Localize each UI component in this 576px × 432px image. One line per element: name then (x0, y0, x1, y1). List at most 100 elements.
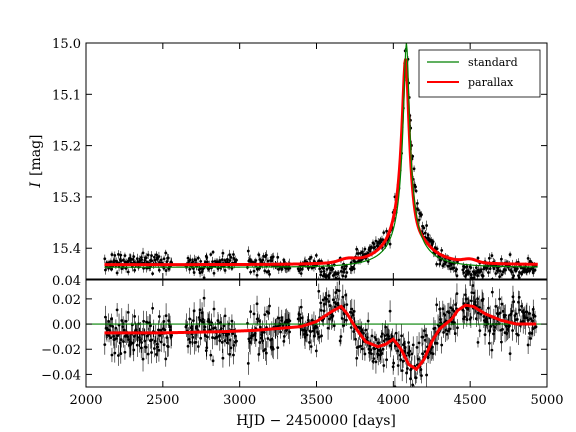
residual-point (141, 357, 145, 361)
residual-point (476, 297, 479, 301)
residual-point (385, 358, 388, 362)
residual-point (487, 341, 491, 345)
magnitude-point (317, 259, 321, 263)
magnitude-point (319, 273, 323, 277)
residual-point (117, 354, 120, 357)
magnitude-point (199, 259, 203, 263)
residual-point (299, 305, 303, 309)
residual-point (447, 311, 451, 315)
magnitude-point (117, 252, 120, 256)
residual-point (305, 333, 309, 337)
residual-point (505, 324, 508, 328)
residual-point (381, 347, 385, 351)
residual-y-tick-label: 0.02 (52, 293, 81, 308)
magnitude-point (487, 271, 490, 274)
residual-point (164, 357, 168, 361)
residual-point (445, 332, 449, 336)
magnitude-point (416, 208, 420, 212)
residual-point (376, 353, 380, 357)
residual-point (331, 314, 335, 318)
residual-point (140, 341, 143, 344)
residual-point (400, 369, 404, 373)
residual-point (321, 298, 325, 302)
residual-point (501, 327, 504, 331)
residuals-x-axis: 2000 2500 3000 3500 4000 4500 5000 (69, 280, 564, 408)
residual-point (228, 352, 231, 356)
magnitude-point (268, 272, 271, 276)
magnitude-point (141, 251, 145, 255)
residuals-panel: 0.04 0.02 0.00 −0.02 −0.04 2000 2500 3000 3500 4… (41, 274, 564, 429)
residual-point (419, 368, 423, 372)
magnitude-point (414, 185, 417, 189)
residual-point (388, 309, 392, 313)
residual-point (220, 340, 224, 344)
residual-point (383, 334, 387, 337)
magnitude-point (271, 255, 275, 259)
residual-point (336, 301, 340, 305)
magnitude-point (196, 256, 200, 260)
residual-point (271, 347, 275, 351)
residual-point (466, 307, 470, 311)
residual-point (150, 338, 154, 342)
magnitude-point (152, 255, 156, 259)
residual-point (211, 359, 215, 363)
residual-point (232, 353, 235, 357)
magnitude-point (417, 218, 421, 222)
residual-point (194, 340, 198, 344)
magnitude-point (494, 272, 498, 275)
residual-point (133, 315, 137, 318)
residual-point (151, 306, 155, 310)
residual-point (431, 352, 435, 356)
magnitude-point (299, 272, 303, 275)
magnitude-point (229, 256, 233, 259)
residual-point (373, 347, 377, 351)
magnitude-point (246, 249, 250, 253)
residual-point (516, 333, 520, 337)
residual-point (328, 317, 331, 321)
residual-point (110, 317, 113, 321)
magnitude-point (133, 268, 137, 272)
residual-point (369, 352, 373, 356)
residual-point (414, 376, 418, 380)
residual-point (316, 332, 320, 336)
residual-point (246, 362, 250, 365)
magnitude-point (385, 229, 388, 233)
residual-point (455, 292, 459, 296)
residual-point (471, 284, 475, 287)
magnitude-point (508, 253, 512, 256)
legend-frame (418, 49, 541, 98)
magnitude-point (150, 259, 154, 263)
residual-point (114, 337, 118, 340)
magnitude-point (255, 273, 259, 277)
residual-point (192, 319, 195, 323)
residual-point (139, 346, 143, 350)
residual-point (440, 343, 444, 347)
residual-y-tick-label: 0.00 (52, 318, 81, 333)
residual-point (127, 338, 131, 341)
magnitude-point (110, 267, 113, 271)
magnitude-point (192, 271, 196, 274)
magnitude-point (467, 270, 471, 274)
magnitude-point (464, 273, 468, 277)
residual-point (158, 334, 162, 337)
residual-point (380, 332, 384, 336)
residual-point (401, 359, 405, 363)
residual-point (144, 345, 148, 349)
residual-point (504, 313, 507, 317)
residuals-y-axis: 0.04 0.02 0.00 −0.02 −0.04 (41, 274, 547, 383)
magnitude-point (374, 239, 378, 243)
residual-point (207, 319, 211, 323)
residual-point (190, 325, 194, 328)
magnitude-point (228, 253, 231, 257)
residual-point (114, 326, 118, 330)
magnitude-point (252, 269, 256, 273)
residual-point (529, 317, 533, 321)
residual-point (478, 329, 482, 333)
residual-point (113, 351, 117, 355)
magnitude-point (123, 254, 127, 258)
magnitude-point (488, 267, 492, 271)
magnitude-point (352, 267, 356, 271)
magnitude-point (119, 253, 123, 257)
parallax-residual-curve (104, 303, 537, 372)
